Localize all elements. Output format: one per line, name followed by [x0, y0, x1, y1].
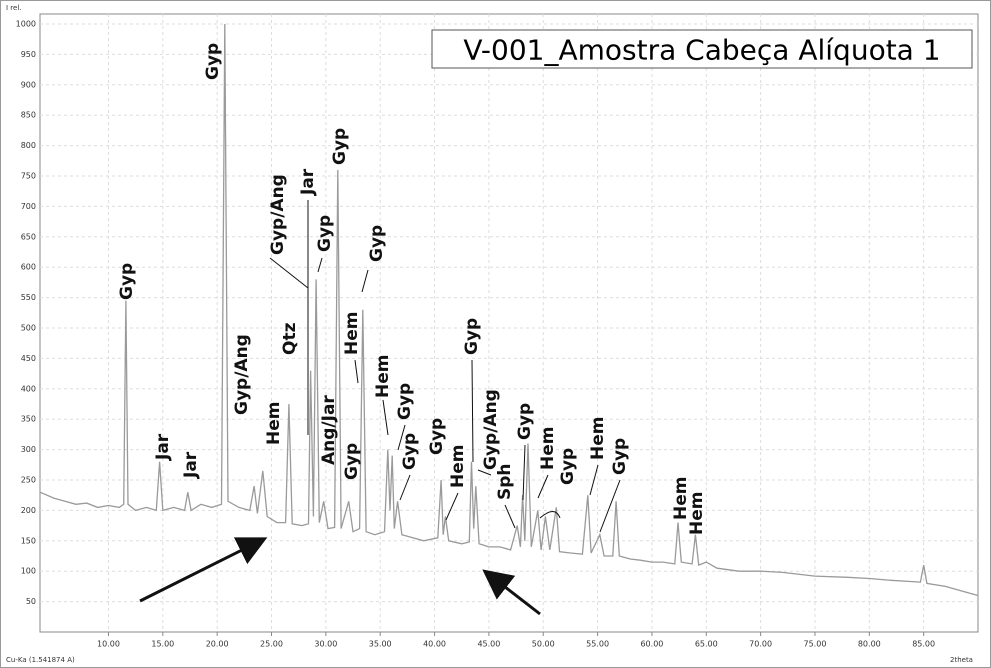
x-tick-label: 40.00 [423, 640, 446, 649]
x-tick-label: 85.00 [912, 640, 935, 649]
peak-label: Gyp/Ang [481, 389, 501, 470]
peak-label: Gyp [342, 443, 362, 480]
y-tick-label: 450 [21, 354, 36, 363]
x-tick-label: 70.00 [749, 640, 772, 649]
arrow [139, 537, 268, 603]
x-tick-label: 35.00 [369, 640, 392, 649]
peak-label: Gyp [203, 43, 223, 80]
peak-label: Hem [373, 355, 393, 398]
peak-label: Gyp [330, 128, 350, 165]
peak-label: Gyp [427, 418, 447, 455]
title-box [431, 29, 973, 69]
x-tick-label: 45.00 [477, 640, 500, 649]
peak-label: Gyp [400, 433, 420, 470]
x-tick-label: 65.00 [695, 640, 718, 649]
peak-label: Hem [588, 417, 608, 460]
peak-label: Ang/Jar [319, 395, 339, 465]
x-tick-label: 75.00 [804, 640, 827, 649]
y-tick-label: 600 [21, 263, 36, 272]
y-tick-label: 800 [21, 141, 36, 150]
x-tick-label: 20.00 [206, 640, 229, 649]
peak-label: Jar [181, 451, 201, 479]
peak-label: Hem [342, 312, 362, 355]
y-tick-label: 900 [21, 80, 36, 89]
y-tick-label: 650 [21, 232, 36, 241]
x-tick-label: 50.00 [532, 640, 555, 649]
leader-lines [269, 200, 621, 533]
radiation-label: Cu-Ka (1.541874 A) [6, 656, 75, 664]
peak-label: Gyp [558, 448, 578, 485]
y-tick-label: 50 [26, 597, 36, 606]
arrow [482, 569, 541, 616]
y-axis-label: I rel. [6, 4, 22, 12]
y-tick-label: 250 [21, 476, 36, 485]
peak-label: Gyp [315, 215, 335, 252]
y-tick-label: 400 [21, 384, 36, 393]
peak-label: Gyp/Ang [268, 174, 288, 255]
peak-label: Jar [298, 168, 318, 196]
y-tick-label: 150 [21, 536, 36, 545]
x-tick-label: 30.00 [314, 640, 337, 649]
peak-label: Gyp [367, 225, 387, 262]
peak-label: Gyp [117, 263, 137, 300]
peak-label: Qtz [280, 322, 300, 355]
y-tick-label: 500 [21, 324, 36, 333]
peak-label: Jar [153, 433, 173, 461]
peak-label: Gyp [395, 383, 415, 420]
y-tick-label: 300 [21, 445, 36, 454]
chart-title: V-001_Amostra Cabeça Alíquota 1 [463, 34, 940, 67]
x-tick-label: 25.00 [260, 640, 283, 649]
y-tick-label: 950 [21, 50, 36, 59]
peak-label: Hem [448, 445, 468, 488]
x-tick-label: 10.00 [97, 640, 120, 649]
pattern-line [39, 23, 979, 597]
y-tick-label: 350 [21, 415, 36, 424]
peak-label: Gyp/Ang [232, 334, 252, 415]
peak-label: Gyp [515, 403, 535, 440]
peak-label: Gyp [610, 438, 630, 475]
plot-area [39, 13, 979, 633]
peak-label: Hem [538, 427, 558, 470]
x-tick-label: 80.00 [858, 640, 881, 649]
x-tick-label: 15.00 [151, 640, 174, 649]
y-tick-label: 750 [21, 172, 36, 181]
x-axis-label: 2theta [950, 656, 973, 664]
y-tick-label: 200 [21, 506, 36, 515]
y-tick-label: 550 [21, 293, 36, 302]
y-tick-label: 850 [21, 111, 36, 120]
peak-label: Hem [671, 477, 691, 520]
x-tick-label: 55.00 [586, 640, 609, 649]
peak-label: Hem [264, 402, 284, 445]
peak-label: Sph [495, 463, 515, 500]
peak-label: Hem [687, 492, 707, 535]
x-tick-label: 60.00 [640, 640, 663, 649]
y-tick-label: 700 [21, 202, 36, 211]
peak-label: Gyp [462, 318, 482, 355]
y-tick-label: 100 [21, 567, 36, 576]
y-tick-label: 1000 [16, 20, 36, 29]
